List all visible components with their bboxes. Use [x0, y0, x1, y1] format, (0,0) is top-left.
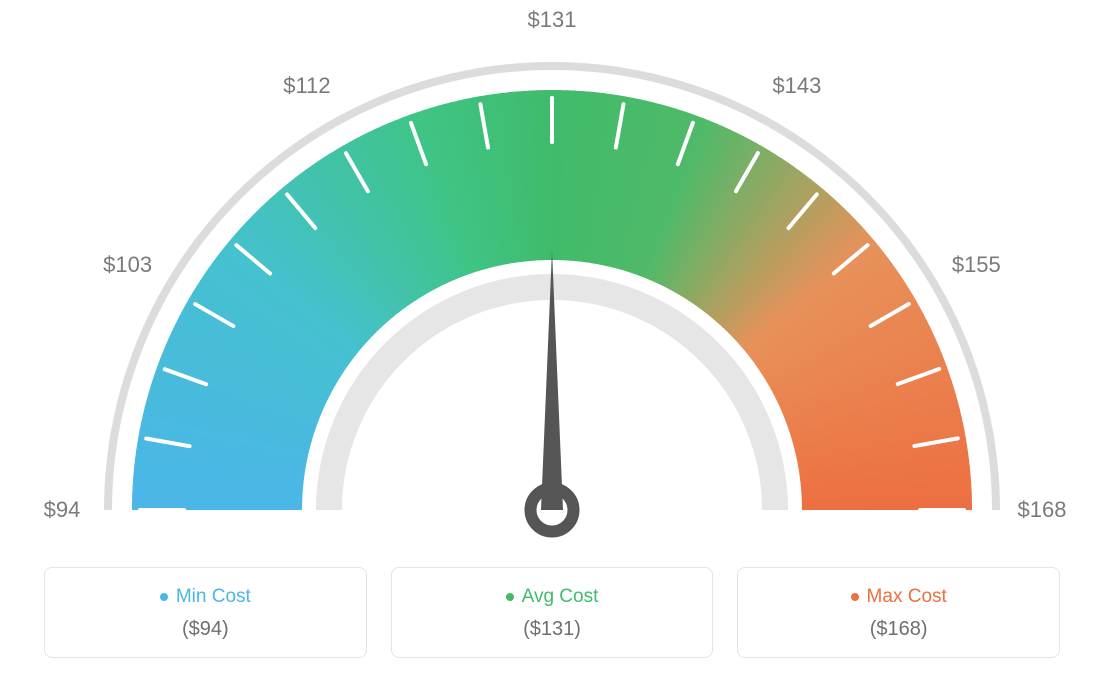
legend-card-max: Max Cost ($168) [737, 567, 1060, 658]
gauge-tick-label: $155 [952, 252, 1001, 278]
gauge-tick-label: $143 [772, 73, 821, 99]
legend-dot-avg [506, 593, 514, 601]
legend-value-max: ($168) [750, 618, 1047, 641]
gauge-tick-label: $131 [528, 7, 577, 33]
gauge-tick-label: $168 [1018, 497, 1067, 523]
legend-title-min: Min Cost [160, 586, 251, 608]
legend-title-avg: Avg Cost [506, 586, 599, 608]
legend-card-avg: Avg Cost ($131) [391, 567, 714, 658]
legend-dot-max [851, 593, 859, 601]
legend-dot-min [160, 593, 168, 601]
legend-label-max: Max Cost [867, 586, 947, 608]
legend-row: Min Cost ($94) Avg Cost ($131) Max Cost … [44, 567, 1060, 658]
legend-value-avg: ($131) [404, 618, 701, 641]
gauge-tick-label: $112 [283, 73, 330, 99]
legend-value-min: ($94) [57, 618, 354, 641]
legend-title-max: Max Cost [851, 586, 947, 608]
legend-card-min: Min Cost ($94) [44, 567, 367, 658]
gauge-tick-label: $103 [103, 252, 152, 278]
gauge-tick-label: $94 [44, 497, 81, 523]
legend-label-min: Min Cost [176, 586, 251, 608]
legend-label-avg: Avg Cost [522, 586, 599, 608]
cost-gauge: $94 $103 $112 $131 $143 $155 $168 [0, 0, 1104, 560]
gauge-svg [0, 0, 1104, 560]
